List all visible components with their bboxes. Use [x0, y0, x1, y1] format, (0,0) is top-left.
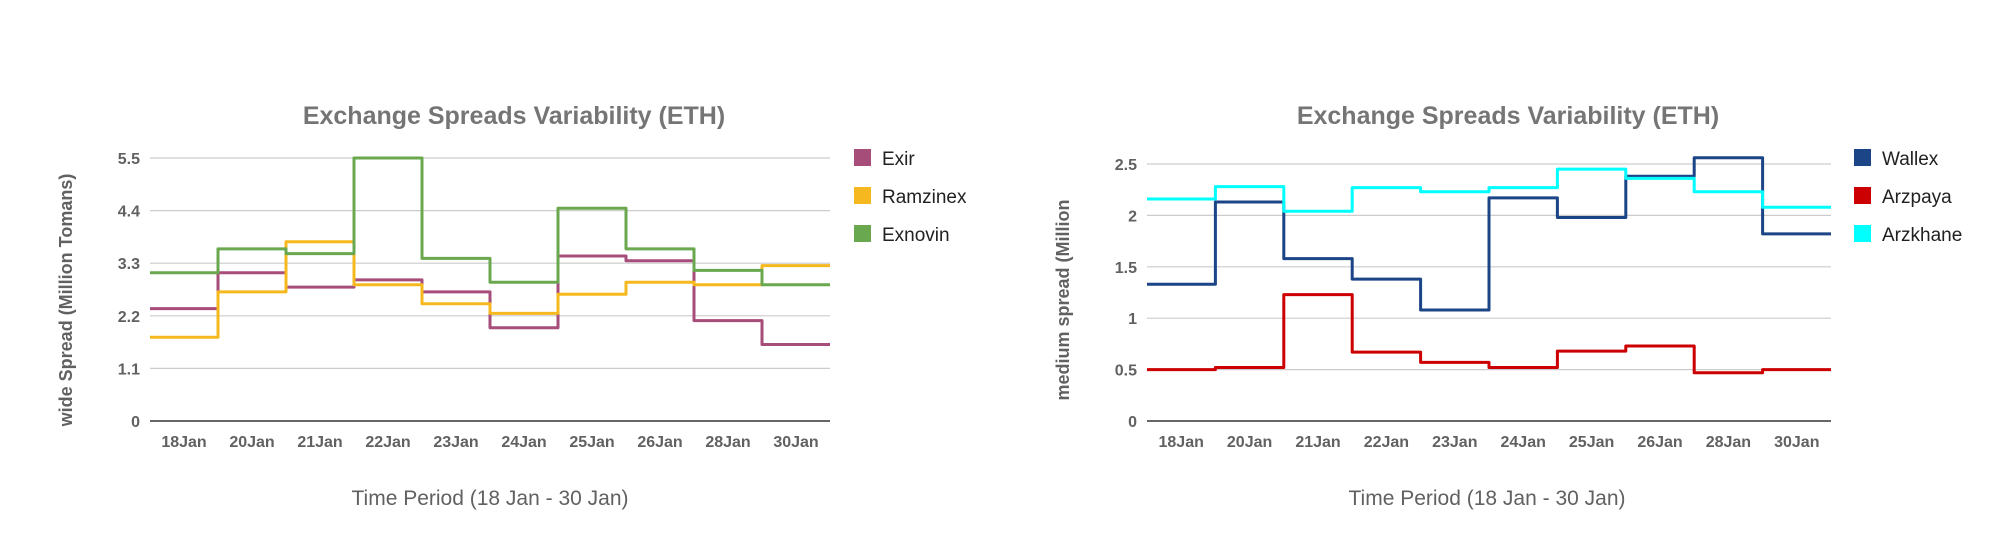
legend-swatch-wallex: [1854, 149, 1871, 166]
y-tick-label: 2: [1128, 208, 1137, 225]
y-tick-label: 1.5: [1115, 260, 1137, 277]
x-tick-label: 25Jan: [569, 434, 614, 451]
x-tick-label: 22Jan: [365, 434, 410, 451]
y-tick-label: 0.5: [1115, 363, 1137, 380]
series-line-arzkhane: [1147, 167, 1831, 213]
x-tick-label: 24Jan: [501, 434, 546, 451]
y-tick-label: 0: [131, 414, 140, 431]
legend-label-arzpaya: Arzpaya: [1882, 187, 1952, 208]
x-axis-label: Time Period (18 Jan - 30 Jan): [1348, 487, 1625, 510]
x-tick-label: 20Jan: [229, 434, 274, 451]
x-tick-label: 21Jan: [1295, 434, 1340, 451]
x-tick-label: 30Jan: [1774, 434, 1819, 451]
y-tick-label: 1.1: [118, 361, 140, 378]
y-tick-label: 3.3: [118, 256, 140, 273]
legend-swatch-arzkhane: [1854, 225, 1871, 242]
legend-swatch-exnovin: [854, 225, 871, 242]
y-axis-label: wide Spread (Million Tomans): [56, 174, 76, 428]
y-axis-label: medium spread (Million: [1053, 199, 1073, 400]
x-tick-label: 20Jan: [1227, 434, 1272, 451]
x-axis-label: Time Period (18 Jan - 30 Jan): [351, 487, 628, 510]
x-tick-label: 28Jan: [1706, 434, 1751, 451]
series-line-exnovin: [150, 156, 830, 287]
x-tick-label: 25Jan: [1569, 434, 1614, 451]
chart-title: Exchange Spreads Variability (ETH): [1297, 102, 1719, 130]
x-tick-label: 23Jan: [433, 434, 478, 451]
x-tick-label: 24Jan: [1501, 434, 1546, 451]
legend-swatch-exir: [854, 149, 871, 166]
y-tick-label: 1: [1128, 311, 1137, 328]
x-tick-label: 30Jan: [773, 434, 818, 451]
series-line-wallex: [1147, 156, 1831, 312]
legend-label-wallex: Wallex: [1882, 149, 1939, 170]
chart-2: Exchange Spreads Variability (ETH) 0 0.5 1 1…: [1053, 102, 1962, 510]
x-tick-label: 18Jan: [161, 434, 206, 451]
x-tick-label: 21Jan: [297, 434, 342, 451]
chart-title: Exchange Spreads Variability (ETH): [303, 102, 725, 130]
chart-1: Exchange Spreads Variability (ETH) 0 1.1 2.…: [56, 102, 967, 510]
series-line-ramzinex: [150, 240, 830, 339]
y-tick-label: 5.5: [118, 151, 140, 168]
legend-label-ramzinex: Ramzinex: [882, 187, 967, 208]
legend-label-exir: Exir: [882, 149, 915, 170]
series-line-arzpaya: [1147, 293, 1831, 375]
y-tick-label: 4.4: [118, 204, 140, 221]
y-tick-label: 2.5: [1115, 157, 1137, 174]
y-tick-label: 2.2: [118, 309, 140, 326]
legend-swatch-ramzinex: [854, 187, 871, 204]
legend-label-exnovin: Exnovin: [882, 225, 950, 246]
x-tick-label: 22Jan: [1364, 434, 1409, 451]
legend-label-arzkhane: Arzkhane: [1882, 225, 1962, 246]
x-tick-label: 28Jan: [705, 434, 750, 451]
x-tick-label: 23Jan: [1432, 434, 1477, 451]
legend-swatch-arzpaya: [1854, 187, 1871, 204]
y-tick-label: 0: [1128, 414, 1137, 431]
x-tick-label: 26Jan: [1637, 434, 1682, 451]
x-tick-label: 18Jan: [1159, 434, 1204, 451]
x-tick-label: 26Jan: [637, 434, 682, 451]
